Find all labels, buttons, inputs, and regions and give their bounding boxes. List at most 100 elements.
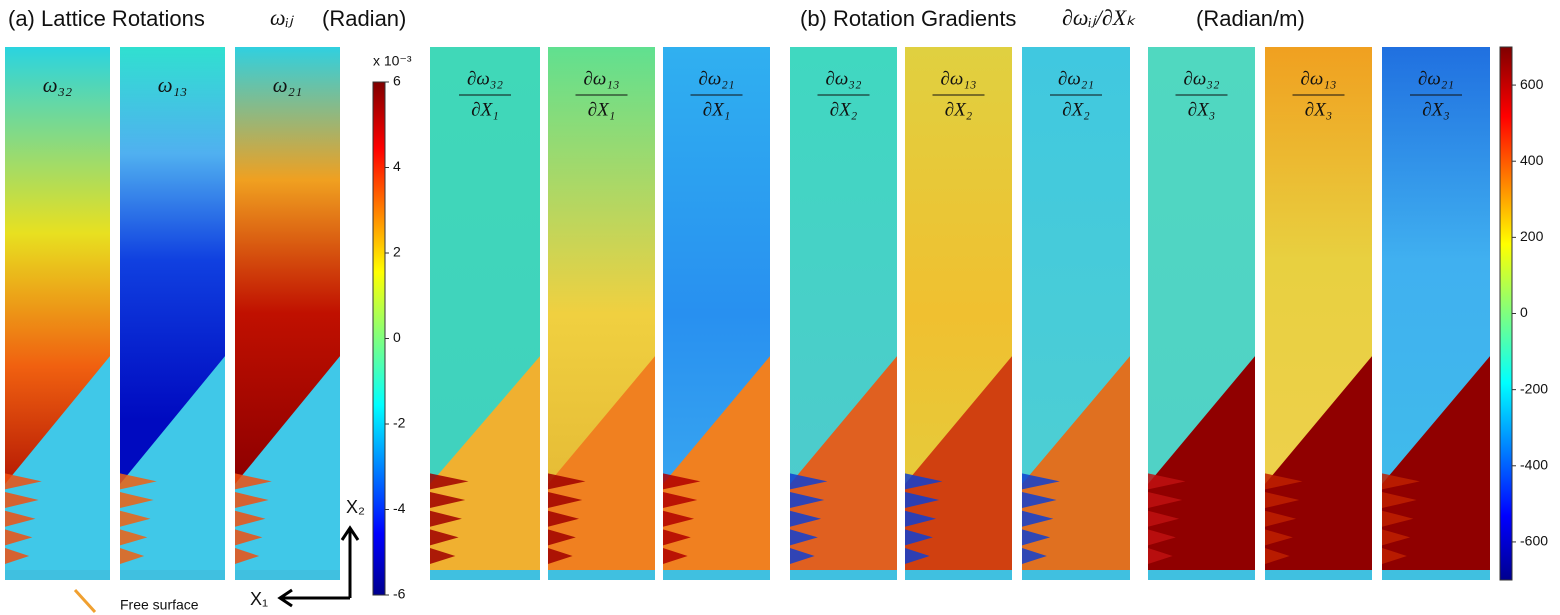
map-streak xyxy=(548,529,576,546)
map-streak xyxy=(5,548,30,565)
colorbar-tick-label: 0 xyxy=(1520,304,1528,320)
map-streak xyxy=(790,510,822,527)
map-streak xyxy=(120,492,154,509)
free-surface-label: Free surface xyxy=(120,597,199,613)
map-streak xyxy=(548,510,580,527)
map: ∂ω₃₂ ∂X₂ xyxy=(790,47,897,580)
map-streak xyxy=(790,473,828,490)
map-streak xyxy=(1022,510,1054,527)
map: ∂ω₁₃ ∂X₃ xyxy=(1265,47,1372,580)
map-streak xyxy=(548,492,583,509)
map-label: ω₁₃ xyxy=(158,73,187,97)
map-streak xyxy=(1382,492,1417,509)
map-streak xyxy=(120,473,157,490)
map-surface xyxy=(663,570,770,580)
map-label-denominator: ∂X₂ xyxy=(1062,99,1090,120)
map: ∂ω₃₂ ∂X₃ xyxy=(1148,47,1255,580)
map-surface xyxy=(1382,570,1490,580)
map: ∂ω₁₃ ∂X₁ xyxy=(548,47,655,580)
colorbar-tick-label: 600 xyxy=(1520,76,1544,92)
colorbar-tick-label: -200 xyxy=(1520,380,1548,396)
colorbar-tick-label: 0 xyxy=(393,329,401,345)
map-streak xyxy=(430,548,456,565)
map-streak xyxy=(1265,510,1297,527)
map-streak xyxy=(790,492,825,509)
map-streak xyxy=(1148,510,1180,527)
colorbar-tick-label: -4 xyxy=(393,500,406,516)
map-streak xyxy=(5,529,33,546)
map-label-numerator: ∂ω₁₃ xyxy=(583,68,619,89)
map-streak xyxy=(905,548,930,565)
map-streak xyxy=(905,473,943,490)
map-streak xyxy=(1148,548,1173,565)
map-surface xyxy=(548,570,655,580)
map-surface xyxy=(430,570,540,580)
map-label: ω₂₁ xyxy=(273,73,302,97)
map-label-denominator: ∂X₂ xyxy=(830,99,858,120)
map-streak xyxy=(235,492,269,509)
map: ω₁₃ xyxy=(120,47,225,580)
map-label-denominator: ∂X₃ xyxy=(1422,99,1450,120)
map-region xyxy=(120,356,225,580)
map-region xyxy=(1265,356,1372,580)
panel-title: (b) Rotation Gradients xyxy=(800,6,1016,31)
colorbar-tick-label: 6 xyxy=(393,73,401,89)
colorbar xyxy=(372,81,386,596)
map-surface xyxy=(1148,570,1255,580)
map-streak xyxy=(663,492,698,509)
map-surface xyxy=(235,570,340,580)
map-streak xyxy=(5,492,39,509)
map-streak xyxy=(1022,473,1060,490)
colorbar-tick-label: -2 xyxy=(393,415,406,431)
map-streak xyxy=(5,473,42,490)
map-region xyxy=(905,356,1012,580)
map-streak xyxy=(663,529,691,546)
panel-symbol: ∂ωᵢⱼ/∂Xₖ xyxy=(1062,5,1136,30)
map-streak xyxy=(235,510,266,527)
axes-icon xyxy=(277,525,360,608)
panel-unit: (Radian) xyxy=(322,6,406,31)
map-streak xyxy=(430,510,462,527)
map-label-numerator: ∂ω₃₂ xyxy=(467,68,503,89)
map-streak xyxy=(663,473,701,490)
map-label-denominator: ∂X₂ xyxy=(945,99,973,120)
map-streak xyxy=(1022,492,1057,509)
map-streak xyxy=(1265,492,1300,509)
arrow xyxy=(73,588,97,614)
map-streak xyxy=(663,510,695,527)
map-region xyxy=(790,356,897,580)
map-streak xyxy=(1148,529,1176,546)
map-label-numerator: ∂ω₂₁ xyxy=(1058,68,1094,89)
map-streak xyxy=(663,548,688,565)
map-surface xyxy=(1022,570,1130,580)
panel-title: (a) Lattice Rotations xyxy=(8,6,205,31)
map-label-denominator: ∂X₃ xyxy=(1188,99,1216,120)
map-streak xyxy=(1148,492,1183,509)
map-streak xyxy=(120,510,151,527)
map-streak xyxy=(235,529,263,546)
map-streak xyxy=(548,548,573,565)
colorbar xyxy=(1499,46,1513,581)
map-streak xyxy=(1022,548,1047,565)
map-region xyxy=(663,356,770,580)
colorbar-tick-label: -6 xyxy=(393,586,406,602)
map-label-denominator: ∂X₁ xyxy=(703,99,731,120)
map-streak xyxy=(1265,548,1290,565)
map-surface xyxy=(120,570,225,580)
map-streak xyxy=(1382,548,1407,565)
map: ∂ω₁₃ ∂X₂ xyxy=(905,47,1012,580)
map-region xyxy=(5,356,110,580)
map: ∂ω₂₁ ∂X₃ xyxy=(1382,47,1490,580)
colorbar-tick-label: 200 xyxy=(1520,228,1544,244)
map-label-numerator: ∂ω₂₁ xyxy=(1418,68,1454,89)
map-region xyxy=(1148,356,1255,580)
map-label: ω₃₂ xyxy=(43,73,72,97)
map-streak xyxy=(430,529,459,546)
map-streak xyxy=(1148,473,1186,490)
map-region xyxy=(235,356,340,580)
axis-label: X₁ xyxy=(250,589,268,609)
map-region xyxy=(1022,356,1130,580)
colorbar-tick-label: 400 xyxy=(1520,152,1544,168)
map-streak xyxy=(905,510,937,527)
